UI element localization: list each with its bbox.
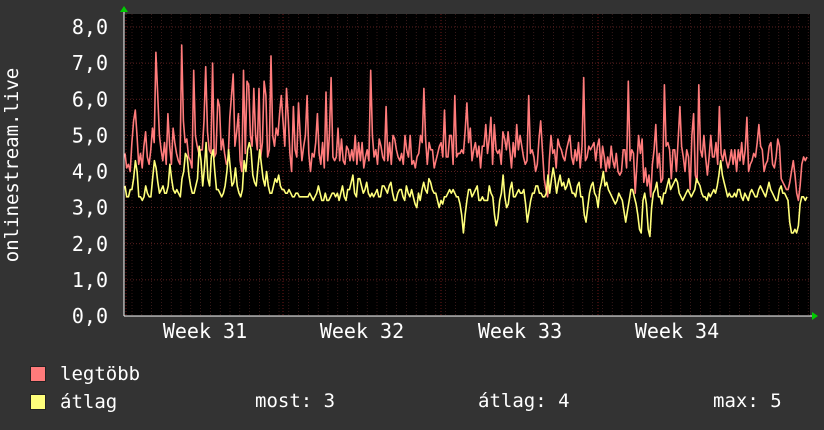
y-tick-label: 4,0	[72, 160, 108, 184]
x-ticks: Week 31 Week 32 Week 33 Week 34	[163, 319, 719, 343]
y-tick-label: 0,0	[72, 304, 108, 328]
x-tick-label: Week 34	[635, 319, 719, 343]
series-line-max	[124, 44, 808, 202]
x-tick-label: Week 32	[320, 319, 404, 343]
series-lines	[124, 44, 808, 238]
x-tick-label: Week 33	[478, 319, 562, 343]
y-ticks: 0,0 1,0 2,0 3,0 4,0 5,0 6,0 7,0 8,0	[72, 15, 108, 328]
x-axis-arrow-icon	[812, 312, 818, 320]
y-tick-label: 8,0	[72, 15, 108, 39]
y-tick-label: 5,0	[72, 123, 108, 147]
y-tick-label: 1,0	[72, 268, 108, 292]
axes	[120, 6, 818, 320]
y-tick-label: 2,0	[72, 232, 108, 256]
y-tick-label: 3,0	[72, 196, 108, 220]
series-line-avg	[124, 141, 808, 238]
y-tick-label: 6,0	[72, 87, 108, 111]
y-tick-label: 7,0	[72, 51, 108, 75]
y-axis-arrow-icon	[120, 6, 128, 12]
y-axis-label: onlinestream.live	[1, 68, 23, 262]
x-tick-label: Week 31	[163, 319, 247, 343]
